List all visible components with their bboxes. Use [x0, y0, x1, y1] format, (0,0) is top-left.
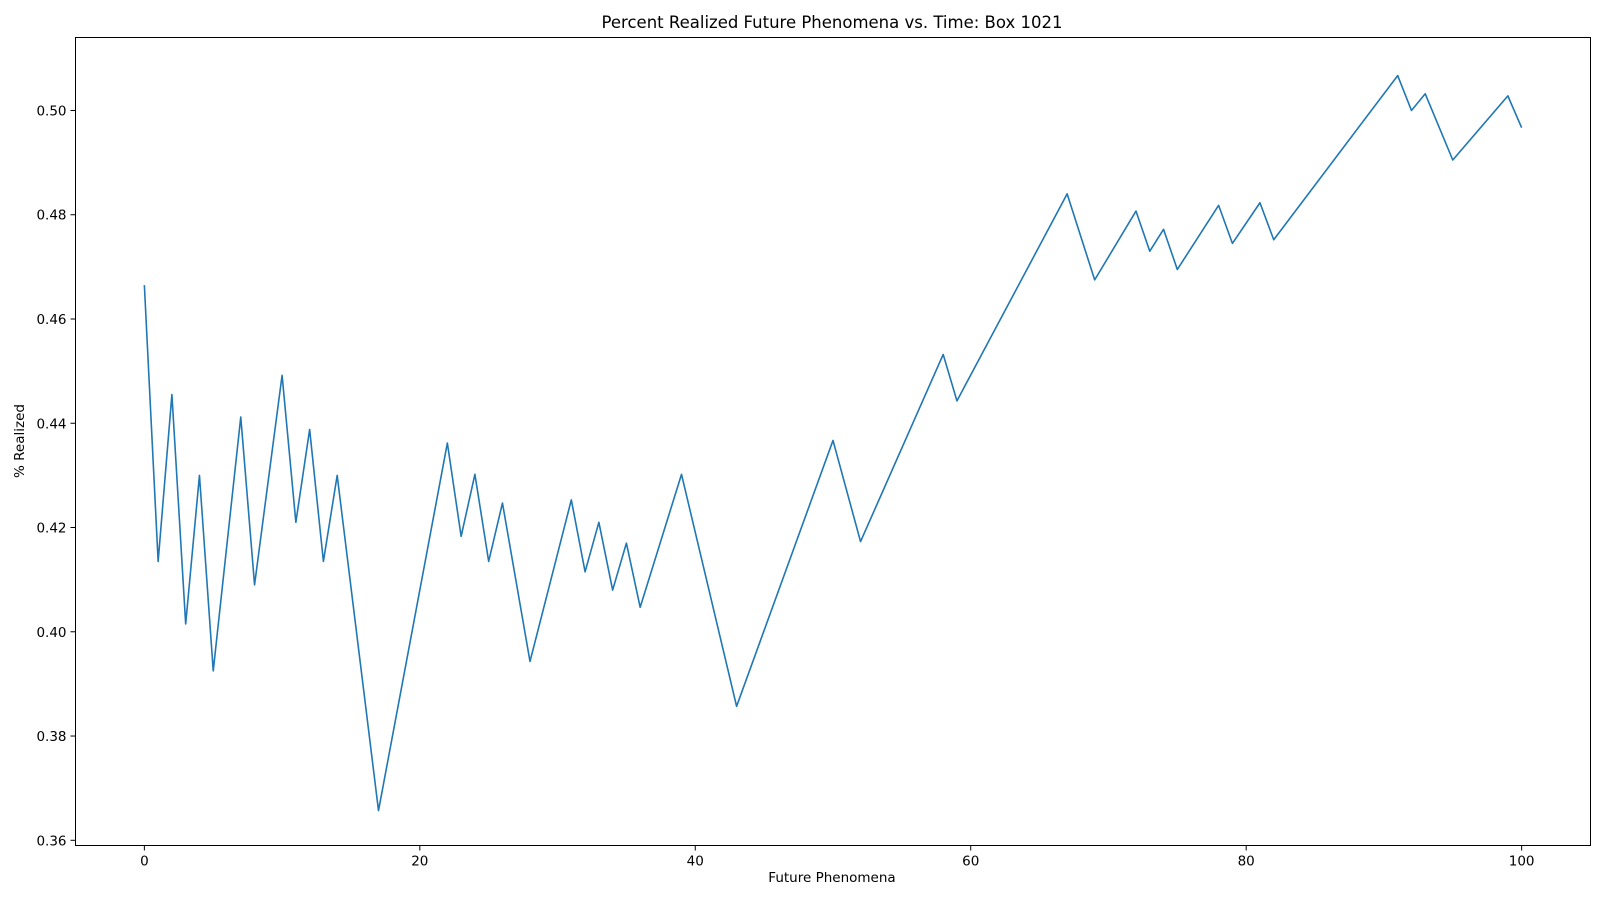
y-tick-label: 0.44 [36, 416, 66, 432]
y-axis: 0.36 0.38 0.40 0.42 0.44 0.46 0.48 0.50 [36, 103, 76, 849]
y-tick-label: 0.38 [36, 729, 66, 745]
plot-area [143, 74, 1523, 812]
x-tick-label: 20 [411, 854, 428, 870]
chart-title: Percent Realized Future Phenomena vs. Ti… [602, 13, 1063, 32]
y-tick-label: 0.48 [36, 208, 66, 224]
x-axis-label: Future Phenomena [768, 870, 895, 886]
x-tick-label: 100 [1509, 854, 1535, 870]
axes-frame [75, 37, 1591, 846]
x-axis: 0 20 40 60 80 100 [140, 845, 1535, 870]
x-tick-label: 40 [687, 854, 704, 870]
y-tick-label: 0.50 [36, 103, 66, 119]
y-axis-label: % Realized [12, 404, 28, 478]
x-tick-label: 0 [140, 854, 149, 870]
y-tick-label: 0.46 [36, 312, 66, 328]
x-tick-label: 60 [962, 854, 979, 870]
y-tick-label: 0.40 [36, 625, 66, 641]
series-line-0 [143, 74, 1523, 812]
y-tick-label: 0.42 [36, 521, 66, 537]
x-tick-label: 80 [1238, 854, 1255, 870]
y-tick-label: 0.36 [36, 833, 66, 849]
